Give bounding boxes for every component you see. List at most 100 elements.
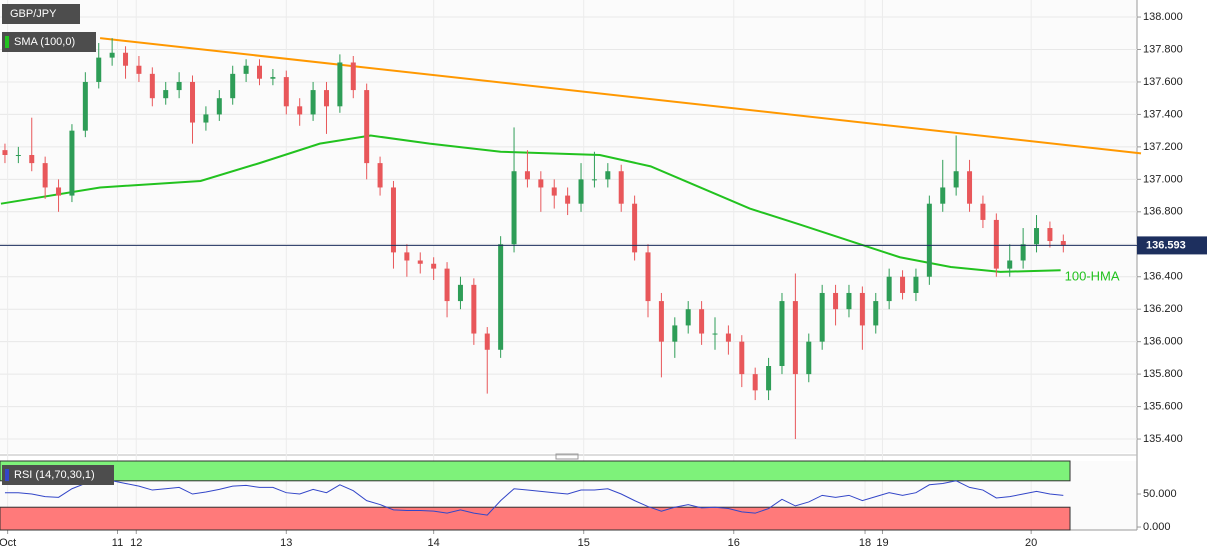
- candle-body: [350, 62, 356, 91]
- candle-body: [511, 171, 517, 245]
- candle-body: [940, 187, 946, 204]
- x-tick-label: 12: [130, 537, 142, 549]
- candle-body: [913, 276, 919, 293]
- candle-body: [1007, 260, 1013, 269]
- x-tick-label: 15: [578, 537, 590, 549]
- last-price-label: 136.593: [1146, 239, 1186, 251]
- y-tick-label: 137.400: [1143, 108, 1183, 120]
- y-tick-label: 50.000: [1143, 488, 1177, 500]
- rsi-line: [4, 480, 1064, 516]
- title-box: [2, 465, 114, 485]
- candle-body: [29, 155, 35, 164]
- x-tick-label: 11: [112, 537, 123, 549]
- candle-body: [819, 292, 825, 342]
- candle-body: [658, 301, 664, 342]
- rsi-title: RSI (14,70,30,1): [14, 469, 95, 481]
- candle-body: [176, 81, 182, 91]
- candle-body: [618, 171, 624, 204]
- chart-title: GBP/JPY: [10, 8, 57, 20]
- candle-body: [1020, 244, 1026, 261]
- candle-body: [685, 309, 691, 326]
- candle-body: [806, 341, 812, 375]
- candle-body: [725, 333, 731, 342]
- y-tick-label: 137.800: [1143, 43, 1183, 55]
- price-panel: [0, 0, 1137, 453]
- candle-body: [96, 57, 102, 82]
- indicator-swatch: [5, 36, 9, 48]
- x-tick-label: Oct: [0, 537, 16, 549]
- candle-body: [270, 77, 276, 79]
- candle-body: [1034, 228, 1040, 245]
- candle-body: [591, 179, 597, 181]
- candle-body: [190, 81, 196, 123]
- candle-body: [605, 171, 611, 180]
- candle-body: [993, 219, 999, 269]
- candle-body: [632, 203, 638, 253]
- candle-body: [699, 309, 705, 334]
- candle-body: [792, 301, 798, 375]
- y-tick-label: 135.400: [1143, 433, 1183, 445]
- y-tick-label: 135.800: [1143, 368, 1183, 380]
- line-label: 100-HMA: [1065, 269, 1120, 284]
- x-tick-label: 18: [859, 537, 871, 549]
- candle-body: [926, 203, 932, 277]
- indicator-label: SMA (100,0): [14, 36, 75, 48]
- candle-body: [1047, 228, 1053, 242]
- candle-body: [256, 65, 262, 79]
- candle-body: [739, 341, 745, 375]
- candle-body: [766, 366, 772, 391]
- candle-body: [538, 179, 544, 188]
- last-price-box: [1137, 236, 1207, 255]
- oversold-zone: [0, 506, 1071, 531]
- candle-body: [498, 244, 504, 350]
- candle-body: [323, 90, 329, 107]
- candle-body: [136, 65, 142, 74]
- candle-body: [524, 171, 530, 180]
- candle-body: [243, 65, 249, 74]
- candle-body: [297, 106, 303, 115]
- candle-body: [953, 171, 959, 188]
- x-tick-label: 16: [728, 537, 740, 549]
- candle-body: [859, 292, 865, 326]
- candle-body: [283, 77, 289, 107]
- candle-body: [833, 292, 839, 310]
- indicator-line: [99, 37, 1142, 155]
- y-tick-label: 136.000: [1143, 336, 1183, 348]
- candle-body: [578, 179, 584, 204]
- candle-body: [82, 81, 88, 131]
- x-tick-label: 13: [280, 537, 292, 549]
- candle-body: [846, 292, 852, 310]
- y-tick-label: 137.200: [1143, 141, 1183, 153]
- candle-body: [873, 301, 879, 326]
- indicator-line: [0, 134, 1061, 273]
- candle-body: [565, 195, 571, 204]
- candle-body: [672, 325, 678, 342]
- candle-body: [310, 90, 316, 115]
- y-tick-label: 137.600: [1143, 76, 1183, 88]
- title-box: [2, 4, 80, 24]
- candle-body: [457, 284, 463, 302]
- candle-body: [444, 268, 450, 302]
- candle-body: [417, 260, 423, 264]
- candle-body: [69, 130, 75, 196]
- candle-body: [163, 90, 169, 99]
- candle-body: [337, 62, 343, 107]
- candle-body: [1060, 241, 1066, 246]
- candle-body: [377, 163, 383, 188]
- candle-body: [431, 263, 437, 269]
- indicator-box: [2, 32, 96, 52]
- candle-body: [2, 150, 8, 156]
- y-tick-label: 136.200: [1143, 303, 1183, 315]
- y-tick-label: 135.600: [1143, 400, 1183, 412]
- candle-body: [56, 187, 62, 196]
- candle-body: [980, 203, 986, 220]
- candle-body: [42, 163, 48, 188]
- resize-handle[interactable]: [555, 453, 579, 460]
- candle-body: [779, 301, 785, 367]
- candle-body: [404, 252, 410, 261]
- candle-body: [123, 52, 129, 66]
- y-tick-label: 136.800: [1143, 206, 1183, 218]
- candle-body: [886, 276, 892, 302]
- candle-body: [471, 284, 477, 334]
